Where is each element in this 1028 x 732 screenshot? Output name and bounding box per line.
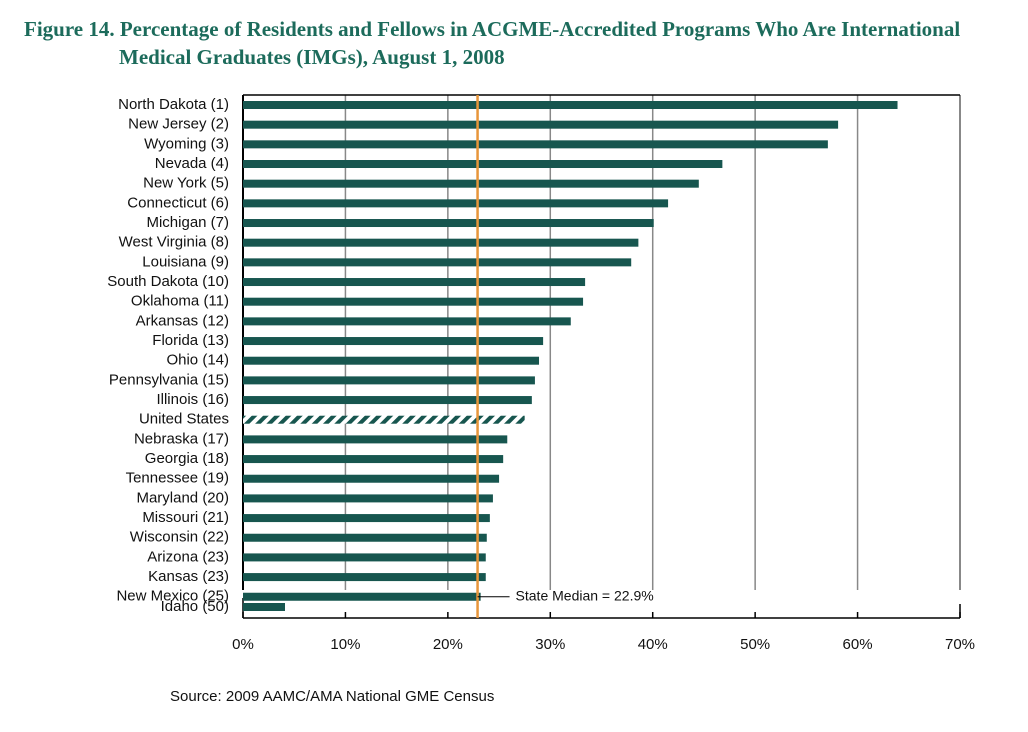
- y-tick-label: Maryland (20): [136, 489, 229, 506]
- y-tick-label: Tennessee (19): [126, 470, 229, 487]
- bar: [243, 179, 699, 188]
- bar: [243, 603, 285, 611]
- bar: [243, 396, 532, 405]
- x-tick-label: 40%: [638, 636, 668, 653]
- bar: [243, 514, 490, 523]
- bar: [243, 337, 544, 346]
- y-tick-label: North Dakota (1): [118, 96, 229, 113]
- source: Source: 2009 AAMC/AMA National GME Censu…: [170, 688, 494, 705]
- bar: [243, 199, 669, 208]
- bar: [243, 592, 481, 601]
- x-tick-label: 20%: [433, 636, 463, 653]
- bar: [243, 297, 584, 306]
- y-tick-label: Georgia (18): [145, 450, 229, 467]
- median-label: State Median = 22.9%: [516, 587, 654, 603]
- y-tick-label: Kansas (23): [148, 568, 229, 585]
- y-tick-label: Michigan (7): [146, 214, 229, 231]
- bar: [243, 455, 504, 464]
- y-tick-label: New Mexico (25): [116, 588, 229, 605]
- bar: [243, 278, 586, 287]
- y-tick-label: Illinois (16): [156, 391, 229, 408]
- chart-title: Medical Graduates (IMGs), August 1, 2008: [119, 45, 505, 69]
- bar: [243, 494, 493, 503]
- bar: [243, 435, 508, 444]
- y-tick-label: Louisiana (9): [142, 253, 229, 270]
- y-tick-label: Arkansas (12): [136, 312, 229, 329]
- bar: [243, 474, 500, 483]
- bar: [243, 573, 486, 582]
- y-tick-label: Missouri (21): [142, 509, 229, 526]
- x-tick-label: 60%: [843, 636, 873, 653]
- x-tick-label: 10%: [330, 636, 360, 653]
- x-tick-label: 50%: [740, 636, 770, 653]
- bar: [243, 238, 639, 247]
- y-tick-label: Nebraska (17): [134, 430, 229, 447]
- y-tick-label: Wisconsin (22): [130, 529, 229, 546]
- bar: [243, 415, 525, 424]
- bar: [243, 317, 571, 326]
- x-tick-label: 30%: [535, 636, 565, 653]
- x-tick-label: 0%: [232, 636, 254, 653]
- bar: [243, 140, 828, 149]
- y-tick-label: Idaho (50): [161, 598, 229, 615]
- y-tick-label: New York (5): [143, 175, 229, 192]
- y-tick-label: New Jersey (2): [128, 116, 229, 133]
- bar: [243, 258, 632, 267]
- bar: [243, 160, 723, 169]
- bar: [243, 219, 654, 228]
- y-tick-label: Nevada (4): [155, 155, 229, 172]
- bar: [243, 120, 839, 129]
- y-tick-label: Wyoming (3): [144, 135, 229, 152]
- y-tick-label: Connecticut (6): [127, 194, 229, 211]
- y-tick-label: Arizona (23): [147, 548, 229, 565]
- y-tick-label: Florida (13): [152, 332, 229, 349]
- chart-title: Figure 14. Percentage of Residents and F…: [24, 17, 960, 41]
- bar: [243, 553, 486, 562]
- y-tick-label: United States: [139, 411, 229, 428]
- y-tick-label: West Virginia (8): [119, 234, 229, 251]
- bar: [243, 356, 540, 365]
- y-tick-label: Pennsylvania (15): [109, 371, 229, 388]
- x-tick-label: 70%: [945, 636, 975, 653]
- bar: [243, 533, 487, 542]
- bar: [243, 376, 535, 385]
- y-tick-label: Ohio (14): [166, 352, 229, 369]
- bar: [243, 101, 898, 109]
- y-tick-label: Oklahoma (11): [131, 293, 229, 310]
- y-tick-label: South Dakota (10): [107, 273, 229, 290]
